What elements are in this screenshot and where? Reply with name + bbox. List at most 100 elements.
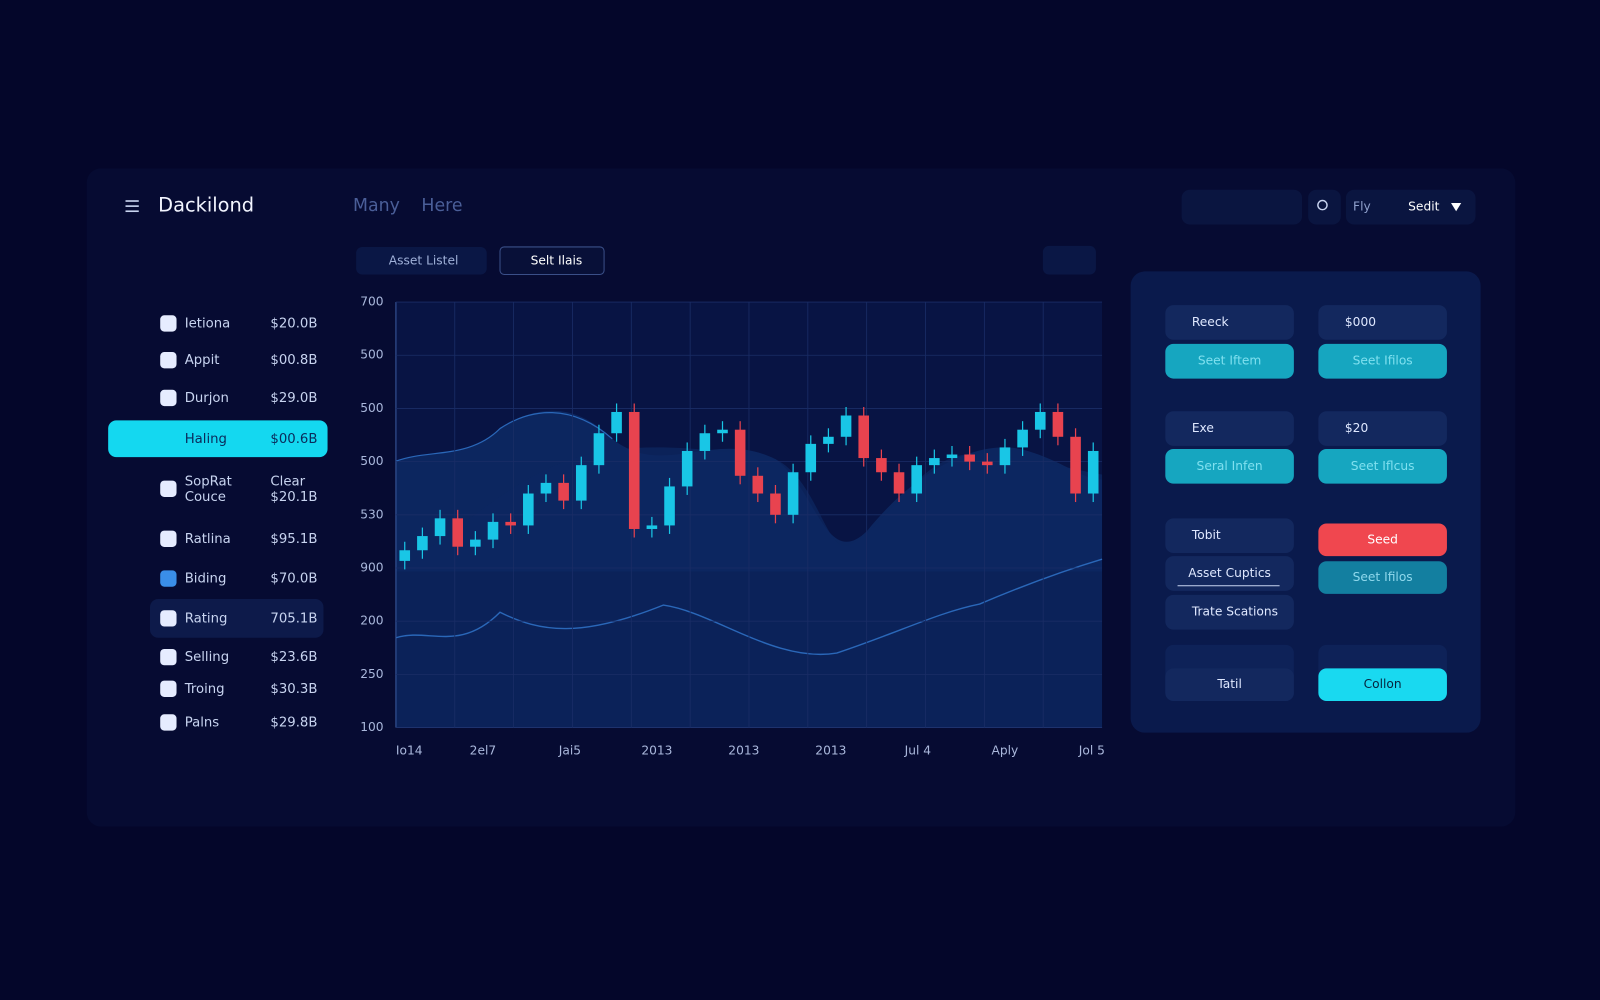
- asset-name: Biding: [185, 572, 227, 587]
- candle-body: [840, 415, 852, 437]
- panel-button-label: Exe: [1192, 421, 1214, 435]
- candle-body: [628, 411, 640, 529]
- asset-value: 705.1B: [270, 611, 317, 626]
- search-button[interactable]: [1308, 189, 1341, 225]
- asset-value: $20.1B: [270, 490, 317, 505]
- x-tick-label: 2013: [728, 744, 759, 758]
- panel-button-label: Seral Infen: [1197, 459, 1263, 473]
- sidebar-item-active[interactable]: [108, 420, 328, 458]
- candle-body: [611, 411, 622, 434]
- search-input[interactable]: [1181, 189, 1303, 225]
- candle-body: [893, 472, 905, 494]
- menu-icon[interactable]: [125, 200, 139, 213]
- panel-button-label: $000: [1345, 315, 1376, 329]
- panel-button[interactable]: [1318, 305, 1447, 340]
- filter-label: Fly: [1353, 200, 1371, 214]
- candle-body: [558, 482, 569, 501]
- nav-link[interactable]: Many: [353, 196, 400, 216]
- panel-button[interactable]: [1318, 561, 1447, 594]
- asset-name: Couce: [185, 490, 226, 505]
- panel-button-label: Seet Ifilos: [1353, 570, 1413, 584]
- panel-button[interactable]: [1318, 523, 1447, 557]
- y-tick-label: 700: [360, 295, 383, 309]
- panel-button-label: Tobit: [1191, 528, 1221, 542]
- asset-icon: [160, 315, 177, 332]
- candle-body: [982, 461, 993, 466]
- candle-body: [434, 518, 446, 537]
- asset-icon: [160, 610, 177, 627]
- panel-button-label: Reeck: [1192, 315, 1230, 329]
- panel-button[interactable]: [1165, 305, 1294, 340]
- panel-button[interactable]: [1318, 668, 1447, 702]
- asset-icon: [160, 530, 177, 547]
- panel-button-label: $20: [1345, 421, 1368, 435]
- asset-name: Ietiona: [185, 316, 231, 331]
- panel-button-label: Collon: [1364, 677, 1402, 691]
- candle-body: [1087, 450, 1099, 494]
- candle-body: [752, 475, 764, 494]
- asset-value: $00.6B: [270, 432, 317, 447]
- y-tick-label: 500: [360, 348, 383, 362]
- x-tick-label: Io14: [396, 744, 423, 758]
- asset-value: $70.0B: [270, 572, 317, 587]
- asset-dropdown-label: Asset Listel: [389, 254, 459, 268]
- x-tick-label: 2013: [641, 744, 672, 758]
- candle-body: [417, 536, 428, 551]
- asset-value: $00.8B: [270, 353, 317, 368]
- asset-icon: [160, 389, 177, 407]
- asset-icon: [160, 714, 177, 731]
- candle-body: [770, 493, 781, 515]
- chart-type-button[interactable]: [1042, 245, 1096, 275]
- candle-body: [911, 465, 922, 494]
- panel-button-label: Seet Ifilos: [1353, 354, 1413, 368]
- select-dropdown[interactable]: [499, 246, 605, 275]
- x-tick-label: Jai5: [558, 744, 581, 758]
- asset-name: Durjon: [185, 391, 229, 406]
- panel-button[interactable]: [1165, 343, 1294, 379]
- y-tick-label: 200: [360, 614, 383, 628]
- candle-body: [858, 415, 870, 459]
- x-tick-label: 2013: [815, 744, 846, 758]
- x-tick-label: Jul 4: [904, 744, 932, 758]
- panel-button-label: Seet Iftem: [1198, 354, 1261, 368]
- asset-name: Palns: [185, 715, 220, 730]
- panel-button-label: Trate Scations: [1191, 605, 1278, 619]
- panel-button[interactable]: [1165, 594, 1294, 630]
- y-tick-label: 530: [360, 507, 383, 521]
- panel-button[interactable]: [1165, 556, 1294, 591]
- filter-select[interactable]: [1345, 189, 1476, 225]
- asset-value: $30.3B: [270, 682, 317, 697]
- search-icon: [1317, 199, 1328, 211]
- candle-body: [664, 486, 675, 526]
- candle-body: [470, 539, 481, 547]
- panel-button[interactable]: [1318, 343, 1447, 379]
- candle-body: [575, 465, 587, 501]
- trend-line: [395, 412, 613, 462]
- asset-name: Appit: [185, 353, 220, 368]
- candle-body: [876, 458, 887, 473]
- panel-button[interactable]: [1318, 411, 1447, 446]
- asset-name: Ratlina: [185, 532, 231, 547]
- panel-button[interactable]: [1165, 411, 1294, 446]
- panel-button[interactable]: [1318, 448, 1447, 484]
- panel-button[interactable]: [1165, 448, 1294, 484]
- candle-body: [1052, 411, 1064, 437]
- candle-body: [946, 454, 958, 459]
- candle-body: [593, 433, 605, 466]
- candle-body: [823, 436, 834, 444]
- panel-button-label: Tatil: [1216, 677, 1242, 691]
- panel-button[interactable]: [1165, 668, 1294, 702]
- asset-icon: [160, 480, 177, 497]
- candle-body: [1070, 436, 1081, 494]
- asset-name: Rating: [185, 611, 228, 626]
- nav-link[interactable]: Here: [421, 196, 462, 216]
- sidebar-item-hover[interactable]: [150, 598, 324, 638]
- candle-body: [717, 429, 728, 434]
- y-tick-label: 900: [360, 560, 383, 574]
- select-dropdown-label: Selt Ilais: [531, 254, 583, 268]
- asset-dropdown[interactable]: [356, 246, 487, 275]
- candle-body: [699, 433, 711, 451]
- panel-button[interactable]: [1165, 518, 1294, 554]
- panel-button-label: Seed: [1367, 532, 1398, 546]
